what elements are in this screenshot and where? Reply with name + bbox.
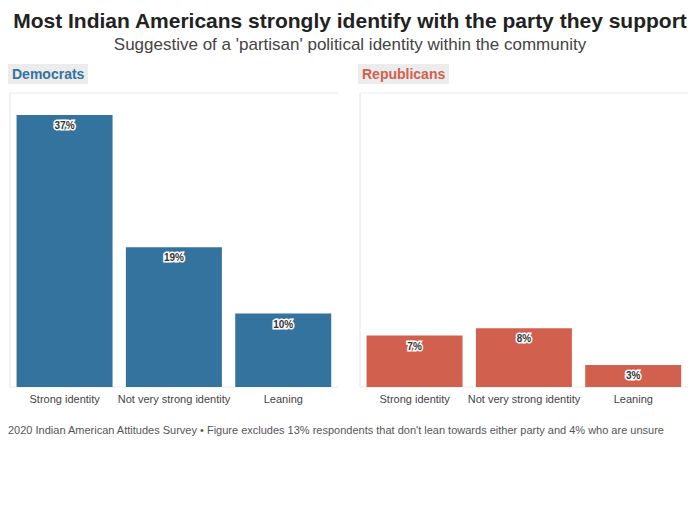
svg-text:Not very strong identity: Not very strong identity xyxy=(118,393,231,405)
svg-text:10%: 10% xyxy=(273,319,293,330)
html-text:Most Indian Americans strongly: Most Indian Americans strongly identify … xyxy=(13,9,687,32)
svg-text:7%: 7% xyxy=(407,341,422,352)
html-text:2020 Indian American Attitudes: 2020 Indian American Attitudes Survey • … xyxy=(8,424,664,436)
svg-text:8%: 8% xyxy=(517,333,532,344)
svg-text:Strong identity: Strong identity xyxy=(30,393,101,405)
svg-text:Not very strong identity: Not very strong identity xyxy=(468,393,581,405)
svg-text:Leaning: Leaning xyxy=(614,393,653,405)
svg-text:19%: 19% xyxy=(164,252,184,263)
html-text:Democrats: Democrats xyxy=(12,66,85,82)
html-text:Suggestive of a 'partisan' pol: Suggestive of a 'partisan' political ide… xyxy=(113,35,587,54)
html-text:Republicans: Republicans xyxy=(362,66,446,82)
svg-text:37%: 37% xyxy=(55,120,75,131)
svg-text:Leaning: Leaning xyxy=(264,393,303,405)
svg-text:3%: 3% xyxy=(626,370,641,381)
svg-text:Strong identity: Strong identity xyxy=(380,393,451,405)
